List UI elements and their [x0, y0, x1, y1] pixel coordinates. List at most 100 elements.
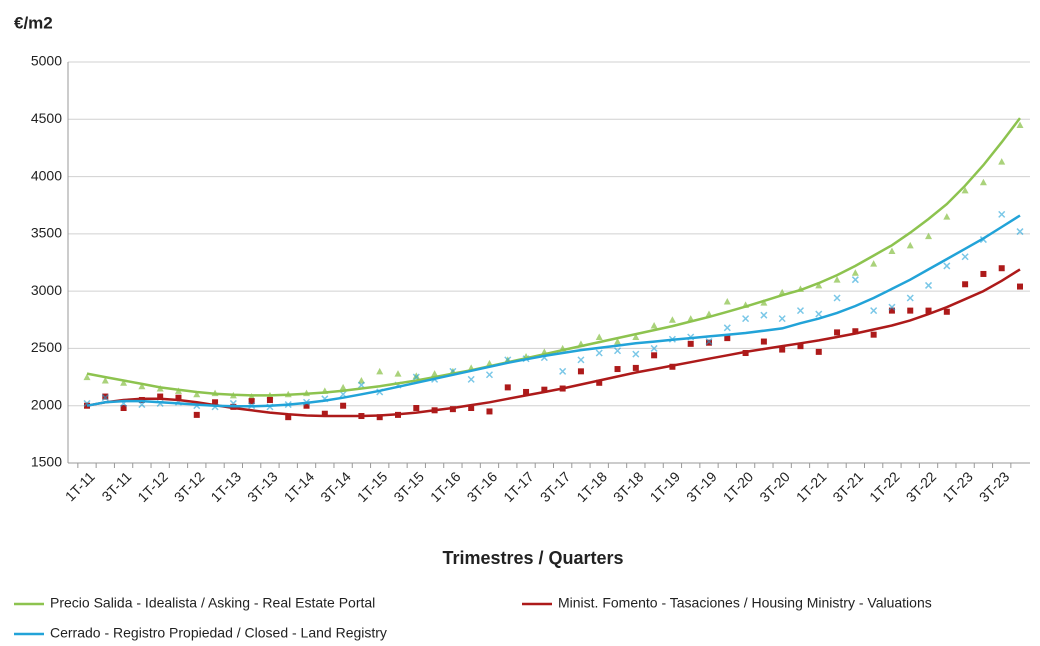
point	[760, 299, 768, 306]
point	[138, 382, 146, 390]
point	[723, 297, 731, 305]
point	[943, 213, 951, 220]
point	[102, 393, 109, 400]
point	[888, 247, 896, 255]
point	[412, 372, 420, 379]
point	[101, 377, 109, 384]
point	[778, 315, 786, 323]
point	[83, 373, 91, 381]
point	[504, 384, 511, 391]
x-tick-label: 3T-17	[537, 468, 574, 505]
point	[779, 346, 786, 353]
point	[613, 347, 622, 355]
point	[870, 307, 878, 315]
point	[851, 276, 859, 284]
point	[888, 307, 895, 314]
point	[833, 294, 841, 302]
point	[632, 333, 640, 340]
legend-label: Cerrado - Registro Propiedad / Closed - …	[50, 625, 387, 641]
x-tick-label: 1T-15	[354, 468, 391, 505]
x-tick-label: 1T-14	[281, 468, 318, 505]
y-tick-label: 2500	[31, 339, 62, 355]
point	[797, 343, 804, 350]
point	[888, 303, 896, 311]
point	[175, 394, 182, 401]
point	[907, 307, 914, 314]
y-tick-label: 3500	[31, 225, 62, 241]
x-tick-label: 3T-19	[683, 468, 720, 505]
point	[998, 265, 1005, 272]
point	[961, 253, 969, 261]
point	[998, 210, 1006, 218]
x-tick-label: 1T-20	[720, 468, 757, 505]
point	[1017, 283, 1023, 290]
point	[961, 186, 969, 194]
point	[138, 401, 146, 409]
point	[357, 377, 365, 384]
point	[925, 307, 932, 314]
x-tick-label: 1T-11	[62, 468, 98, 504]
point	[614, 366, 621, 373]
point	[321, 410, 328, 417]
point	[815, 348, 822, 355]
point	[998, 158, 1006, 165]
x-tick-label: 3T-15	[390, 468, 427, 505]
point	[651, 352, 658, 359]
point	[486, 408, 493, 415]
x-tick-label: 3T-16	[464, 468, 501, 505]
point	[742, 315, 750, 323]
point	[193, 390, 201, 398]
point	[943, 308, 950, 315]
point	[852, 328, 859, 335]
point	[1016, 121, 1024, 129]
x-tick-label: 3T-21	[829, 468, 866, 505]
point	[870, 331, 877, 338]
point	[120, 405, 127, 412]
point	[596, 379, 603, 386]
x-axis-title: Trimestres / Quarters	[442, 548, 623, 568]
point	[614, 338, 622, 345]
point	[760, 311, 768, 319]
point	[101, 394, 109, 402]
x-tick-label: 1T-19	[647, 468, 684, 505]
y-tick-label: 3000	[31, 282, 62, 298]
point	[906, 241, 914, 249]
point	[834, 329, 841, 336]
trend-line	[86, 214, 1021, 408]
point	[468, 405, 475, 412]
x-tick-label: 1T-23	[939, 468, 976, 505]
point	[248, 398, 255, 405]
y-tick-label: 4000	[31, 167, 62, 183]
point	[84, 402, 90, 409]
point	[595, 349, 603, 357]
x-tick-label: 1T-21	[793, 468, 830, 505]
point	[431, 370, 439, 377]
x-tick-label: 1T-12	[134, 468, 171, 505]
point	[650, 322, 658, 329]
point	[650, 344, 658, 352]
point	[706, 339, 712, 346]
trend-line	[86, 268, 1021, 418]
x-tick-label: 1T-18	[573, 468, 610, 505]
y-tick-label: 2000	[31, 396, 62, 412]
point	[870, 260, 878, 267]
point	[851, 269, 859, 276]
point	[815, 281, 823, 289]
x-tick-label: 3T-14	[317, 468, 354, 505]
point	[120, 379, 128, 386]
point	[668, 316, 676, 323]
point	[943, 262, 951, 270]
y-axis-title: €/m2	[14, 13, 53, 32]
x-tick-label: 3T-22	[903, 468, 940, 505]
x-tick-label: 3T-20	[756, 468, 793, 505]
x-tick-label: 3T-11	[98, 468, 134, 504]
x-tick-label: 3T-12	[171, 468, 208, 505]
point	[925, 232, 933, 240]
point	[340, 402, 347, 409]
point	[796, 307, 805, 315]
x-tick-label: 1T-22	[866, 468, 903, 505]
point	[303, 402, 310, 409]
point	[632, 364, 639, 371]
